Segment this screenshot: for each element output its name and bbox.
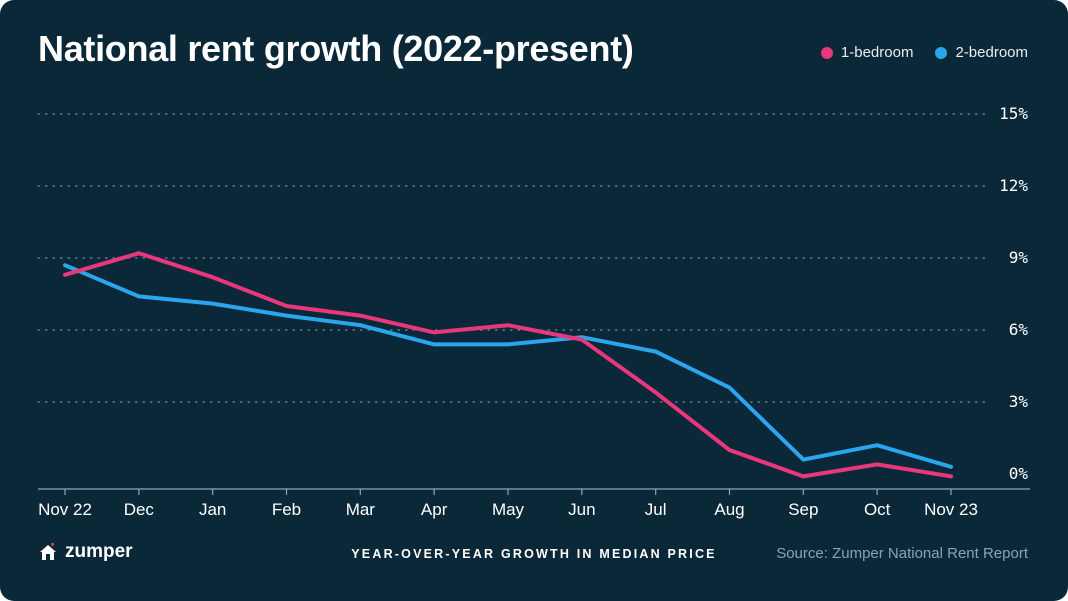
x-tick-label: Jun xyxy=(568,500,595,519)
x-tick-label: Aug xyxy=(714,500,744,519)
legend-swatch-2-bedroom xyxy=(935,46,948,59)
legend-item-2-bedroom: 2-bedroom xyxy=(935,44,1028,61)
y-tick-label-15: 15% xyxy=(999,104,1028,123)
x-tick-label: Jul xyxy=(645,500,667,519)
x-tick-label: Nov 22 xyxy=(38,500,92,519)
x-tick-label: Apr xyxy=(421,500,448,519)
y-tick-label-12: 12% xyxy=(999,176,1028,195)
x-tick-label: Dec xyxy=(124,500,155,519)
x-tick-label: May xyxy=(492,500,525,519)
x-axis: Nov 22 Dec Jan Feb Mar Apr May Jun Jul Aug Sep Oct N… xyxy=(38,488,1030,519)
home-icon xyxy=(40,542,56,560)
legend-swatch-1-bedroom xyxy=(820,46,833,59)
x-tick-label: Oct xyxy=(864,500,891,519)
legend: 1-bedroom 2-bedroom xyxy=(820,44,1028,61)
x-tick-label: Mar xyxy=(346,500,376,519)
y-tick-label-6: 6% xyxy=(1009,320,1029,339)
gridlines xyxy=(37,113,991,403)
legend-item-1-bedroom: 1-bedroom xyxy=(820,44,914,61)
series-line-2-bedroom xyxy=(63,263,953,469)
x-tick-label: Jan xyxy=(199,500,226,519)
x-tick-label: Sep xyxy=(788,500,818,519)
y-tick-label-9: 9% xyxy=(1009,248,1029,267)
series-line-1-bedroom xyxy=(63,251,953,479)
series-lines xyxy=(63,251,953,479)
x-tick-label: Nov 23 xyxy=(924,500,978,519)
x-axis-caption: YEAR-OVER-YEAR GROWTH IN MEDIAN PRICE xyxy=(351,547,717,561)
legend-label-2-bedroom: 2-bedroom xyxy=(955,44,1028,61)
brand-name: zumper xyxy=(65,541,133,562)
y-tick-label-3: 3% xyxy=(1009,392,1029,411)
source-note: Source: Zumper National Rent Report xyxy=(776,545,1028,562)
brand-logo: zumper xyxy=(38,541,133,563)
chart-title: National rent growth (2022-present) xyxy=(38,28,634,69)
x-tick-label: Feb xyxy=(272,500,301,519)
y-axis-ticks: 0% 3% 6% 9% 12% 15% xyxy=(999,104,1028,483)
legend-label-1-bedroom: 1-bedroom xyxy=(840,44,914,61)
y-tick-label-0: 0% xyxy=(1009,464,1029,483)
